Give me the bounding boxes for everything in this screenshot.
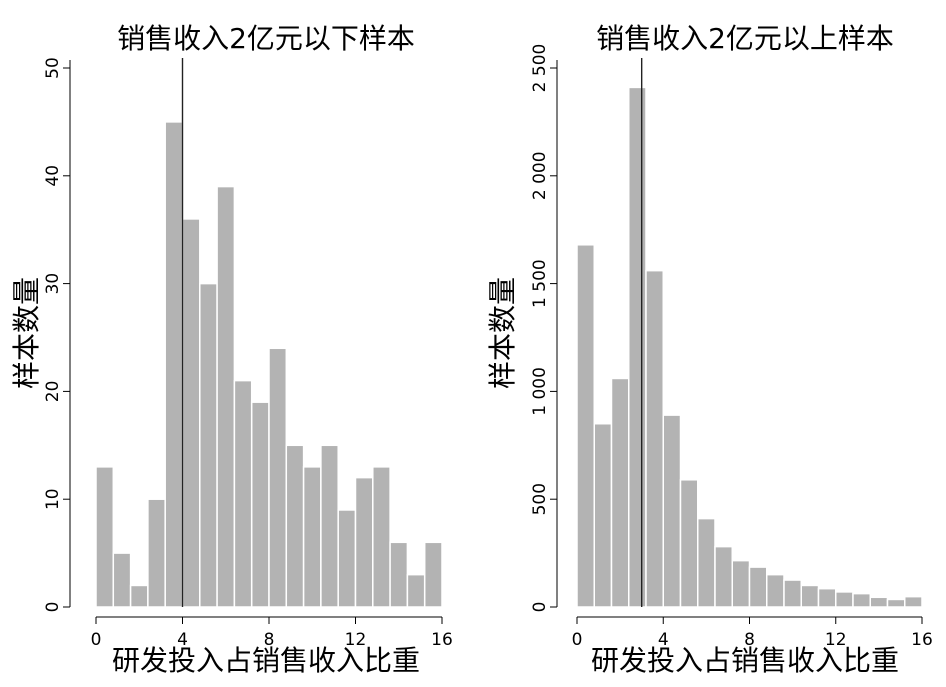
histogram-bar xyxy=(800,584,820,608)
right-histogram-panel: 销售收入2亿元以上样本 0 500 1 000 1 500 2 000 2 500 0 4 8… xyxy=(486,22,933,677)
histogram-bar xyxy=(662,414,682,608)
y-tick-label: 10 xyxy=(43,488,63,510)
histogram-bar xyxy=(268,347,288,608)
x-tick-label: 0 xyxy=(572,630,583,650)
histogram-bar xyxy=(250,401,270,608)
left-chart-title: 销售收入2亿元以下样本 xyxy=(117,22,415,55)
right-x-axis: 0 4 8 12 16 xyxy=(572,616,933,650)
histogram-bar xyxy=(766,573,785,608)
y-tick-label: 30 xyxy=(43,273,63,295)
histogram-bar xyxy=(697,517,716,608)
left-bars xyxy=(95,121,443,608)
left-y-axis: 0 10 20 30 40 50 xyxy=(43,57,71,613)
histogram-bar xyxy=(233,379,253,608)
histogram-bar xyxy=(164,121,184,608)
histogram-bar xyxy=(748,566,768,608)
histogram-bar xyxy=(714,545,733,608)
histogram-bar xyxy=(389,541,409,608)
histogram-bar xyxy=(852,592,871,608)
x-tick-label: 8 xyxy=(264,630,275,650)
right-x-axis-label: 研发投入占销售收入比重 xyxy=(591,644,899,677)
histogram-bar xyxy=(354,476,374,608)
histogram-bar xyxy=(645,269,664,608)
y-tick-label: 1 000 xyxy=(530,367,550,416)
histogram-bar xyxy=(576,244,595,608)
histogram-bar xyxy=(129,584,149,608)
y-tick-label: 20 xyxy=(43,381,63,403)
x-tick-label: 12 xyxy=(825,630,847,650)
x-tick-label: 0 xyxy=(91,630,102,650)
histogram-bar xyxy=(869,596,889,608)
x-tick-label: 8 xyxy=(744,630,755,650)
y-tick-label: 2 000 xyxy=(530,151,550,200)
histogram-bar xyxy=(886,598,906,608)
histogram-bar xyxy=(337,509,357,608)
histogram-bar xyxy=(147,498,166,608)
x-tick-label: 4 xyxy=(177,630,188,650)
y-tick-label: 1 500 xyxy=(530,259,550,308)
histogram-bar xyxy=(372,466,391,608)
histogram-bar xyxy=(199,282,218,608)
x-tick-label: 12 xyxy=(345,630,367,650)
histogram-bar xyxy=(783,579,802,608)
histogram-bar xyxy=(628,86,647,608)
y-tick-label: 40 xyxy=(43,165,63,187)
x-tick-label: 4 xyxy=(658,630,669,650)
left-y-axis-label: 样本数量 xyxy=(10,277,43,389)
histogram-bar xyxy=(423,541,443,608)
histogram-bar xyxy=(731,559,751,608)
left-x-axis-label: 研发投入占销售收入比重 xyxy=(112,644,420,677)
y-tick-label: 0 xyxy=(530,602,550,613)
right-y-axis: 0 500 1 000 1 500 2 000 2 500 xyxy=(530,44,558,613)
left-x-axis: 0 4 8 12 16 xyxy=(91,616,453,650)
histogram-bar xyxy=(216,185,236,608)
right-chart-title: 销售收入2亿元以上样本 xyxy=(596,22,894,55)
y-tick-label: 0 xyxy=(43,602,63,613)
histogram-bar xyxy=(835,591,854,608)
histogram-bar xyxy=(302,466,322,608)
y-tick-label: 50 xyxy=(43,57,63,79)
left-histogram-panel: 销售收入2亿元以下样本 0 10 20 30 40 50 0 4 8 12 16 样本数量 研发投… xyxy=(10,22,453,677)
y-tick-label: 500 xyxy=(530,483,550,515)
y-tick-label: 2 500 xyxy=(530,44,550,93)
histogram-bar xyxy=(904,595,923,608)
histogram-bar xyxy=(610,377,630,608)
x-tick-label: 16 xyxy=(911,630,933,650)
histogram-bar xyxy=(181,218,201,608)
right-y-axis-label: 样本数量 xyxy=(486,277,519,389)
histogram-bar xyxy=(320,444,339,608)
right-bars xyxy=(576,86,923,608)
histogram-bar xyxy=(95,466,115,608)
histogram-bar xyxy=(406,573,426,608)
histogram-bar xyxy=(679,479,699,608)
histogram-bar xyxy=(112,552,132,608)
histogram-bar xyxy=(285,444,305,608)
histogram-bar xyxy=(817,587,837,608)
x-tick-label: 16 xyxy=(431,630,453,650)
histogram-bar xyxy=(593,422,613,608)
